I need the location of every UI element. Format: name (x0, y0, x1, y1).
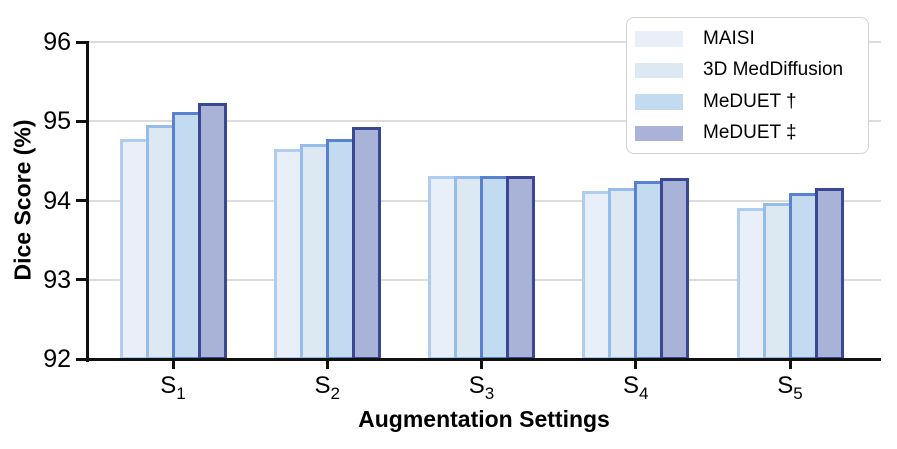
y-tick-mark-93 (75, 278, 86, 282)
y-tick-mark-95 (75, 119, 86, 123)
legend-swatch-2 (635, 62, 683, 78)
x-tick-label-S1: S1 (160, 372, 186, 403)
bar-S2-2 (299, 144, 329, 360)
x-tick-mark-S5 (788, 359, 792, 369)
legend-item-3: MeDUET † (627, 86, 868, 118)
legend-swatch-3 (635, 94, 683, 110)
bar-S2-4 (351, 126, 381, 360)
legend-label-3: MeDUET † (703, 90, 797, 112)
x-tick-label-S5: S5 (777, 372, 803, 403)
y-tick-label-93: 93 (43, 265, 71, 294)
legend-item-1: MAISI (627, 23, 868, 55)
y-tick-mark-94 (75, 199, 86, 202)
bar-S4-1 (582, 190, 612, 360)
bar-S1-1 (119, 139, 149, 360)
x-tick-mark-S3 (480, 359, 483, 369)
bar-S5-2 (762, 202, 792, 360)
y-tick-mark-96 (75, 40, 86, 44)
gridline-95 (87, 120, 881, 123)
legend-label-2: 3D MedDiffusion (703, 59, 844, 81)
y-tick-label-92: 92 (43, 345, 71, 373)
bar-S4-4 (660, 177, 690, 360)
bar-S5-1 (736, 207, 766, 360)
bar-S1-4 (197, 103, 227, 360)
legend-label-4: MeDUET ‡ (703, 122, 797, 144)
bar-S4-2 (608, 187, 638, 360)
y-axis-spine (85, 40, 89, 362)
x-tick-mark-S1 (171, 359, 175, 369)
bar-S3-2 (454, 175, 483, 360)
y-axis-label: Dice Score (%) (9, 119, 36, 281)
gridline-96 (87, 41, 881, 43)
bar-S3-1 (428, 175, 457, 360)
x-tick-label-S3: S3 (468, 372, 495, 403)
x-axis-label: Augmentation Settings (358, 406, 610, 432)
x-tick-mark-S4 (634, 359, 638, 369)
legend-label-1: MAISI (703, 27, 755, 49)
bar-S1-2 (145, 125, 175, 360)
x-tick-label-S2: S2 (314, 372, 340, 403)
y-tick-label-95: 95 (43, 107, 71, 136)
legend: MAISI 3D MedDiffusion MeDUET † MeDUET ‡ (626, 17, 869, 154)
x-tick-mark-S2 (325, 359, 329, 369)
bar-S2-3 (325, 138, 355, 360)
legend-item-4: MeDUET ‡ (627, 118, 868, 150)
bar-S4-3 (634, 180, 664, 360)
bar-S3-4 (506, 175, 535, 360)
bar-S5-4 (814, 187, 844, 360)
legend-swatch-1 (635, 31, 683, 47)
legend-item-2: 3D MedDiffusion (627, 55, 868, 87)
bar-S5-3 (788, 192, 818, 360)
y-tick-label-96: 96 (43, 28, 71, 56)
x-tick-label-S4: S4 (623, 372, 649, 403)
bar-S2-1 (273, 148, 303, 360)
y-tick-label-94: 94 (43, 186, 71, 215)
legend-swatch-4 (635, 125, 683, 141)
bar-S3-3 (480, 175, 509, 360)
bar-S1-3 (171, 111, 201, 360)
y-tick-mark-92 (75, 357, 86, 361)
